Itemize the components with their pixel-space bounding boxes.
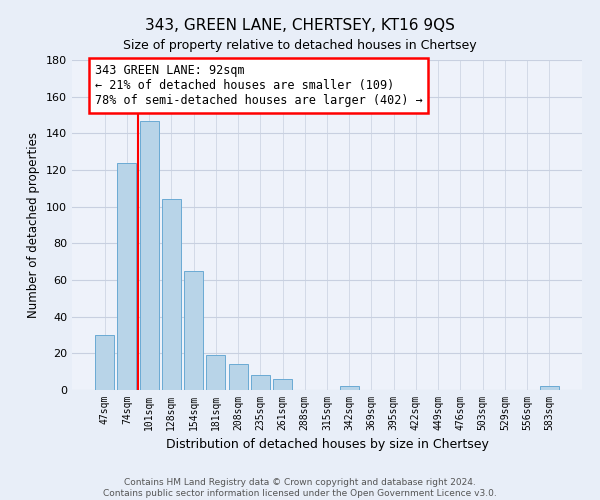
Bar xyxy=(206,355,225,390)
X-axis label: Distribution of detached houses by size in Chertsey: Distribution of detached houses by size … xyxy=(166,438,488,452)
Bar xyxy=(340,386,359,390)
Bar xyxy=(140,120,158,390)
Text: 343 GREEN LANE: 92sqm
← 21% of detached houses are smaller (109)
78% of semi-det: 343 GREEN LANE: 92sqm ← 21% of detached … xyxy=(95,64,422,106)
Y-axis label: Number of detached properties: Number of detached properties xyxy=(28,132,40,318)
Bar xyxy=(251,376,270,390)
Bar xyxy=(229,364,248,390)
Bar xyxy=(184,271,203,390)
Bar xyxy=(162,200,181,390)
Text: Contains HM Land Registry data © Crown copyright and database right 2024.
Contai: Contains HM Land Registry data © Crown c… xyxy=(103,478,497,498)
Bar xyxy=(95,335,114,390)
Bar xyxy=(118,162,136,390)
Text: 343, GREEN LANE, CHERTSEY, KT16 9QS: 343, GREEN LANE, CHERTSEY, KT16 9QS xyxy=(145,18,455,32)
Bar xyxy=(273,379,292,390)
Bar xyxy=(540,386,559,390)
Text: Size of property relative to detached houses in Chertsey: Size of property relative to detached ho… xyxy=(123,39,477,52)
